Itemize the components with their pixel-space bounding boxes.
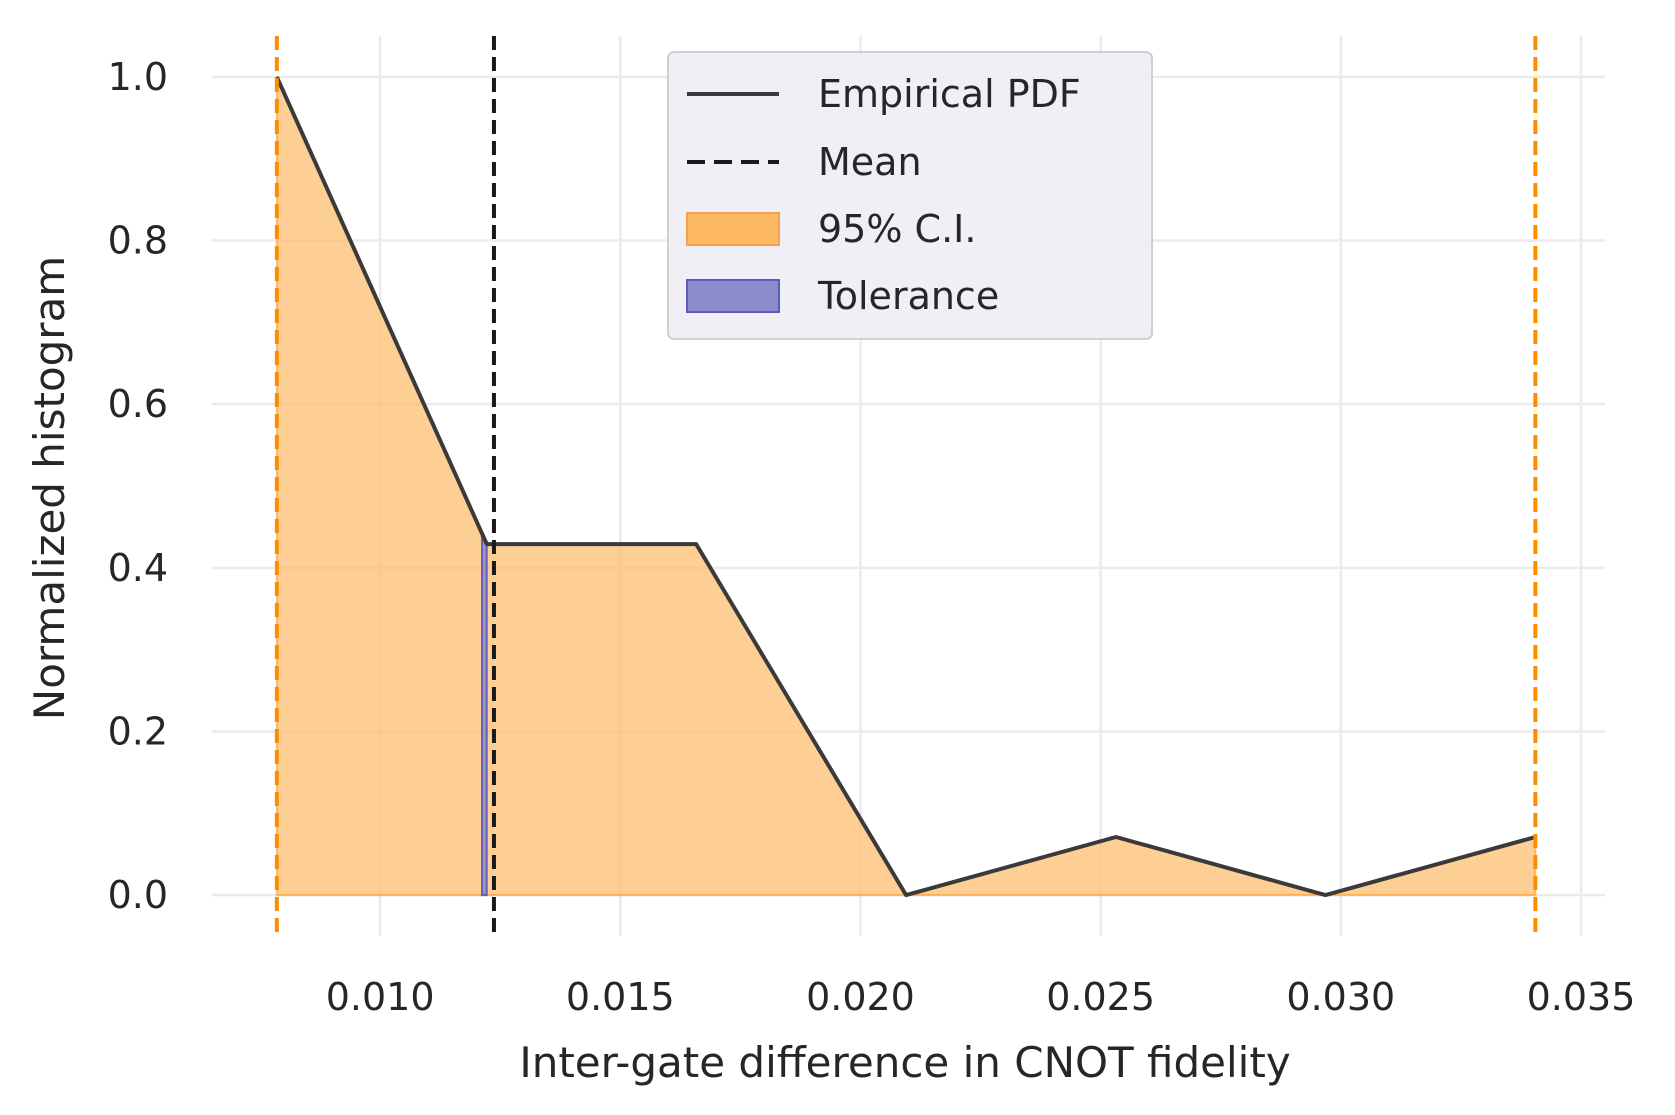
x-axis-label: Inter-gate difference in CNOT fidelity (519, 1038, 1290, 1087)
y-tick-label: 0.4 (108, 546, 168, 590)
pdf-line (275, 76, 1536, 898)
legend: Empirical PDF Mean 95% C.I. Tolerance (667, 51, 1153, 340)
x-tick-label: 0.015 (566, 975, 675, 1019)
y-tick-label: 0.6 (108, 382, 168, 426)
legend-box (667, 51, 1153, 340)
legend-label: 95% C.I. (818, 207, 976, 251)
x-axis-ticks: 0.010 0.015 0.020 0.025 0.030 0.035 (326, 975, 1636, 1019)
legend-label: Mean (818, 140, 922, 184)
plot-lines (274, 36, 1538, 936)
y-tick-label: 1.0 (108, 55, 168, 99)
y-tick-label: 0.8 (108, 219, 168, 263)
y-tick-label: 0.2 (108, 709, 168, 753)
y-axis-ticks: 0.0 0.2 0.4 0.6 0.8 1.0 (108, 55, 168, 917)
x-tick-label: 0.025 (1046, 975, 1155, 1019)
legend-label: Empirical PDF (818, 72, 1081, 116)
legend-swatch-patch (686, 279, 780, 313)
x-tick-label: 0.010 (326, 975, 435, 1019)
legend-label: Tolerance (817, 274, 999, 318)
x-tick-label: 0.035 (1527, 975, 1636, 1019)
y-tick-label: 0.0 (108, 873, 168, 917)
x-tick-label: 0.030 (1286, 975, 1395, 1019)
tolerance-area (480, 532, 488, 897)
legend-swatch-patch (686, 212, 780, 246)
x-tick-label: 0.020 (806, 975, 915, 1019)
y-axis-label: Normalized histogram (25, 256, 74, 720)
